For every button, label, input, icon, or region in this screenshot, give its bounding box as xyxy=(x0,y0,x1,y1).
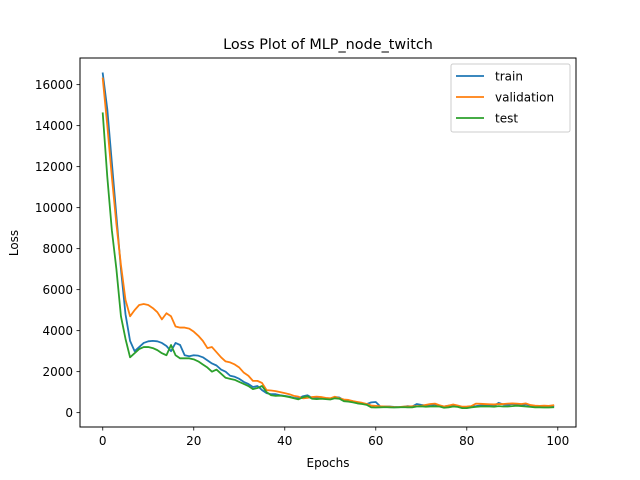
x-tick-label: 60 xyxy=(368,434,383,448)
legend-label-test: test xyxy=(495,111,518,125)
x-tick-label: 0 xyxy=(99,434,107,448)
legend-box xyxy=(450,63,571,133)
y-axis-label: Loss xyxy=(7,230,21,256)
x-tick-label: 80 xyxy=(459,434,474,448)
y-tick-label: 4000 xyxy=(42,324,73,338)
y-tick-label: 14000 xyxy=(35,119,73,133)
y-tick-label: 12000 xyxy=(35,160,73,174)
series-line-validation xyxy=(101,77,555,409)
y-tick-label: 2000 xyxy=(42,365,73,379)
series-layer xyxy=(101,72,555,410)
y-tick-label: 10000 xyxy=(35,201,73,215)
axes-frame xyxy=(79,57,577,428)
y-tick-label: 8000 xyxy=(42,242,73,256)
series-line-test xyxy=(101,112,555,410)
x-axis: 0 20 40 60 80 100 xyxy=(99,427,569,448)
x-tick-label: 20 xyxy=(186,434,201,448)
x-tick-label: 40 xyxy=(277,434,292,448)
y-axis: 0 2000 4000 6000 8000 10000 12000 14000 16000 xyxy=(35,78,80,420)
legend-label-validation: validation xyxy=(495,90,554,104)
plot-area xyxy=(79,57,577,428)
y-tick-label: 6000 xyxy=(42,283,73,297)
legend-label-train: train xyxy=(495,69,523,83)
y-tick-label: 0 xyxy=(65,406,73,420)
legend: train validation test xyxy=(450,63,571,133)
y-tick-label: 16000 xyxy=(35,78,73,92)
chart-title: Loss Plot of MLP_node_twitch xyxy=(223,37,433,53)
x-axis-label: Epochs xyxy=(307,456,350,470)
x-tick-label: 100 xyxy=(546,434,569,448)
